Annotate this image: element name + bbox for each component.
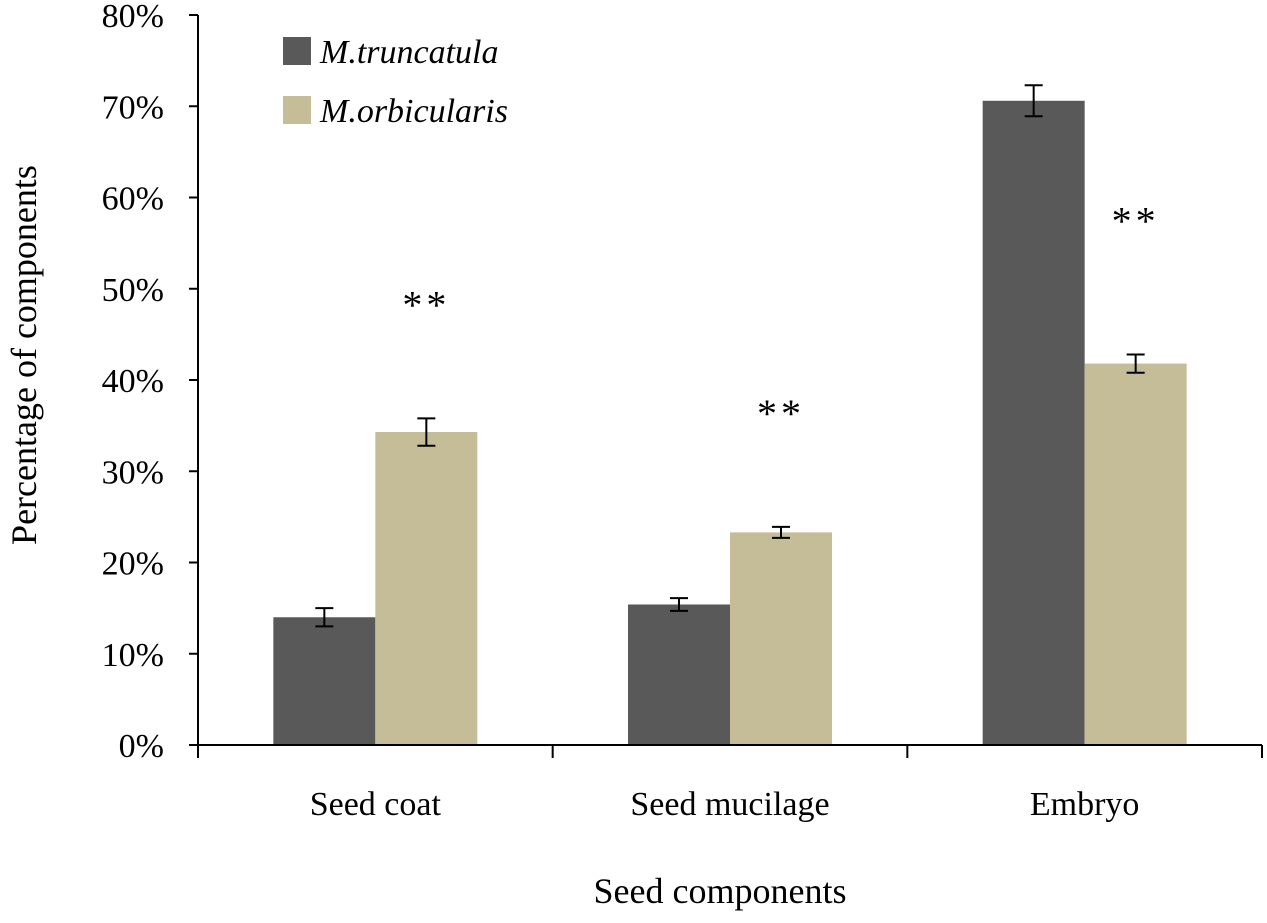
legend-label-m-truncatula: M.truncatula <box>319 34 498 71</box>
x-tick-label-seed-mucilage: Seed mucilage <box>630 786 829 823</box>
bar-m-truncatula-seed-coat <box>273 617 376 745</box>
error-bar-m-orbicularis-seed-coat <box>417 417 436 447</box>
error-bar-m-truncatula-embryo <box>1024 84 1043 118</box>
bars-layer <box>273 100 1187 745</box>
y-tick-label: 20% <box>102 546 164 583</box>
y-tick-label: 80% <box>102 0 164 35</box>
significance-marker-seed-coat: ** <box>402 282 450 327</box>
x-tick-label-embryo: Embryo <box>1030 786 1140 823</box>
y-tick-label: 70% <box>102 89 164 126</box>
y-tick-label: 60% <box>102 181 164 218</box>
y-tick-label: 40% <box>102 363 164 400</box>
bar-m-orbicularis-seed-mucilage <box>730 532 832 745</box>
y-tick-label: 50% <box>102 272 164 309</box>
labels-layer: Seed coat ** Seed mucilage ** Embryo ** 0% 10% 2… <box>102 0 1160 823</box>
significance-marker-embryo: ** <box>1112 198 1160 243</box>
bar-m-orbicularis-seed-coat <box>375 432 478 745</box>
x-tick-label-seed-coat: Seed coat <box>310 786 442 823</box>
error-bars-layer <box>315 84 1145 628</box>
bar-m-truncatula-embryo <box>982 100 1085 745</box>
legend-swatch-m-truncatula <box>283 37 311 65</box>
error-bar-m-orbicularis-embryo <box>1126 353 1145 374</box>
legend-swatch-m-orbicularis <box>283 96 311 124</box>
y-tick-label: 0% <box>119 728 164 765</box>
x-axis-title: Seed components <box>594 871 847 911</box>
bar-m-orbicularis-embryo <box>1084 363 1187 745</box>
legend-label-m-orbicularis: M.orbicularis <box>319 93 508 130</box>
significance-marker-seed-mucilage: ** <box>757 391 805 436</box>
y-tick-label: 30% <box>102 454 164 491</box>
legend: M.truncatula M.orbicularis <box>283 34 508 130</box>
y-axis-title: Percentage of components <box>4 165 44 545</box>
error-bar-m-orbicularis-seed-mucilage <box>772 525 790 539</box>
error-bar-m-truncatula-seed-coat <box>315 607 334 628</box>
y-tick-label: 10% <box>102 637 164 674</box>
bar-m-truncatula-seed-mucilage <box>628 604 730 745</box>
axes-layer <box>189 14 1263 758</box>
error-bar-m-truncatula-seed-mucilage <box>670 597 688 612</box>
